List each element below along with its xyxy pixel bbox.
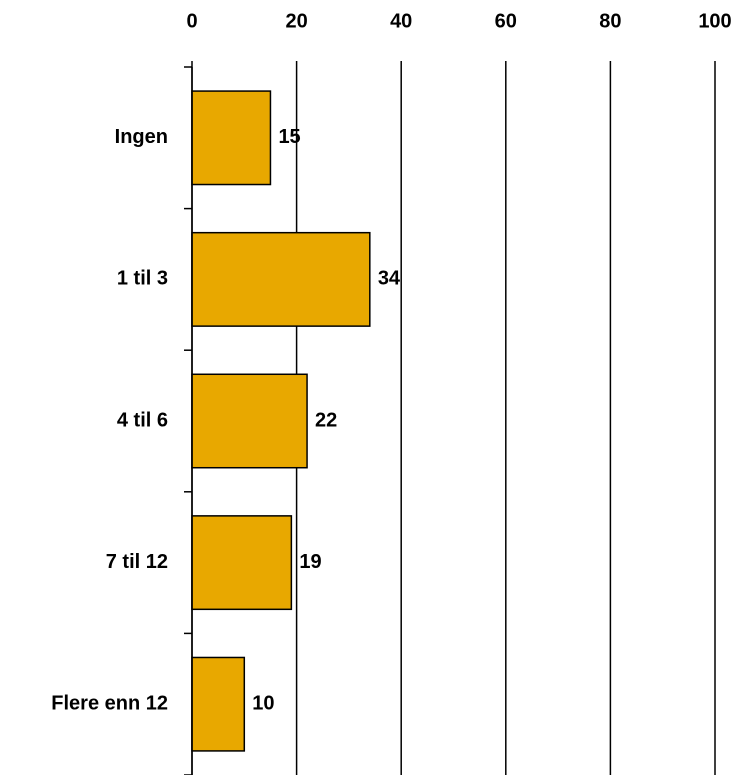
y-tick-label: 1 til 3 — [117, 268, 168, 290]
x-tick-label: 0 — [186, 10, 197, 32]
x-tick-label: 100 — [698, 10, 731, 32]
x-tick-label: 20 — [285, 10, 307, 32]
y-tick-label: Flere enn 12 — [51, 692, 168, 714]
data-label: 19 — [299, 551, 321, 573]
bar — [191, 90, 272, 186]
bar — [191, 515, 293, 611]
bar — [191, 231, 371, 327]
data-label: 34 — [378, 268, 401, 290]
bar — [191, 373, 308, 469]
data-label: 10 — [252, 692, 274, 714]
data-label: 15 — [278, 126, 300, 148]
y-tick-label: Ingen — [115, 126, 168, 148]
bar — [191, 656, 246, 752]
x-tick-label: 40 — [390, 10, 412, 32]
y-tick-label: 7 til 12 — [106, 551, 168, 573]
data-label: 22 — [315, 409, 337, 431]
x-tick-label: 60 — [495, 10, 517, 32]
y-tick-label: 4 til 6 — [117, 409, 168, 431]
x-tick-label: 80 — [599, 10, 621, 32]
